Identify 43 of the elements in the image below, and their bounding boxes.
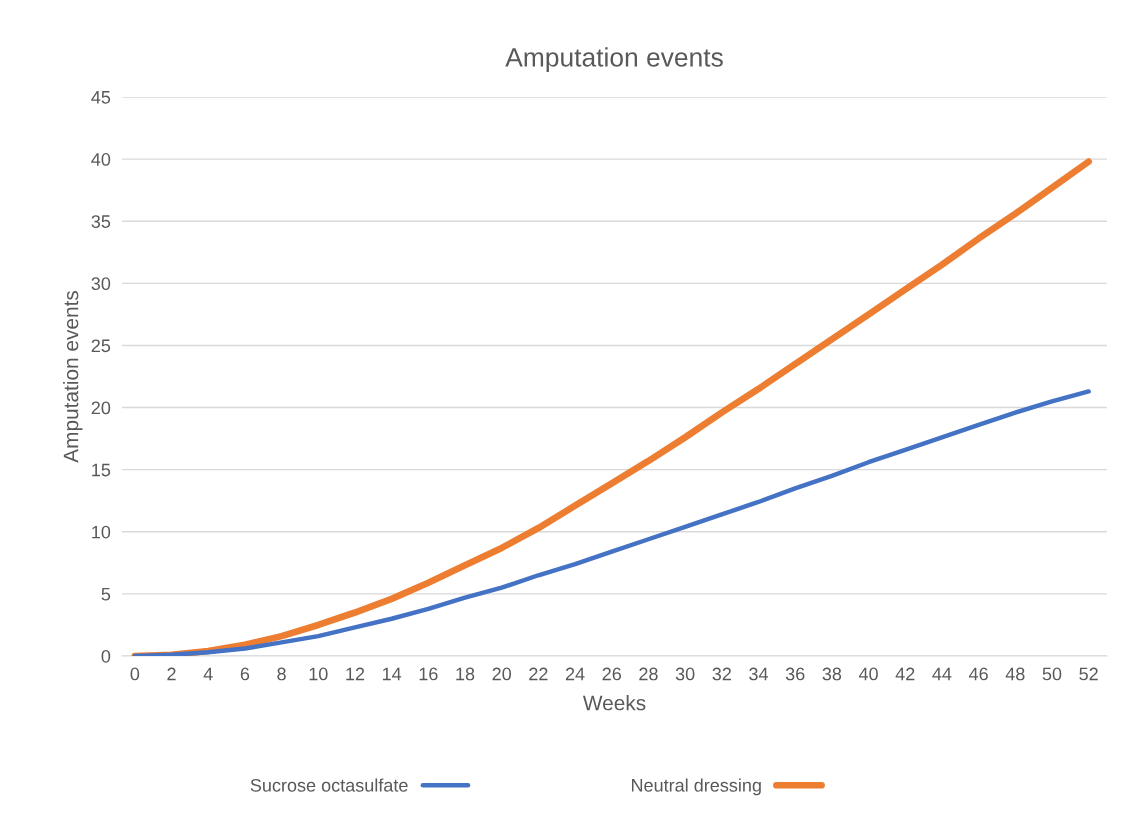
y-axis-title: Amputation events — [63, 290, 83, 463]
x-tick-label: 0 — [130, 667, 140, 681]
x-tick-label: 40 — [858, 667, 878, 681]
y-tick-label: 25 — [91, 339, 111, 353]
x-tick-label: 30 — [675, 667, 695, 681]
x-tick-label: 34 — [749, 667, 768, 681]
x-tick-label: 52 — [1079, 667, 1098, 681]
x-axis-title: Weeks — [582, 695, 646, 711]
x-tick-label: 26 — [602, 667, 621, 681]
chart-title: Amputation events — [505, 47, 723, 72]
x-tick-label: 50 — [1042, 667, 1062, 681]
x-tick-label: 44 — [932, 667, 952, 681]
x-tick-label: 36 — [785, 667, 805, 681]
legend-label: Sucrose octasulfate — [250, 778, 408, 792]
y-tick-label: 10 — [92, 525, 111, 539]
x-tick-label: 20 — [492, 667, 512, 681]
y-tick-label: 0 — [101, 649, 111, 663]
y-tick-label: 45 — [91, 91, 111, 104]
x-tick-label: 18 — [456, 667, 475, 681]
y-tick-label: 30 — [91, 277, 111, 291]
y-tick-label: 40 — [91, 153, 111, 166]
x-tick-label: 48 — [1005, 667, 1025, 681]
legend-label: Neutral dressing — [631, 778, 761, 796]
x-tick-label: 12 — [346, 667, 365, 681]
x-tick-label: 4 — [203, 667, 213, 681]
y-tick-label: 5 — [101, 588, 111, 601]
x-tick-label: 2 — [167, 667, 176, 681]
x-tick-label: 8 — [277, 667, 286, 681]
x-tick-label: 10 — [309, 667, 328, 681]
y-tick-label: 20 — [91, 401, 111, 415]
x-tick-label: 16 — [419, 667, 438, 681]
x-tick-label: 6 — [240, 667, 250, 681]
x-tick-label: 14 — [382, 667, 402, 681]
y-tick-label: 35 — [91, 215, 111, 228]
x-tick-label: 28 — [639, 667, 658, 681]
line-series — [132, 389, 1091, 656]
x-tick-label: 22 — [529, 667, 548, 681]
x-tick-label: 46 — [968, 667, 988, 681]
x-tick-label: 38 — [822, 667, 842, 681]
y-tick-label: 15 — [92, 463, 111, 477]
x-tick-label: 42 — [895, 667, 915, 681]
x-tick-label: 32 — [712, 667, 731, 681]
x-tick-label: 24 — [565, 667, 585, 681]
